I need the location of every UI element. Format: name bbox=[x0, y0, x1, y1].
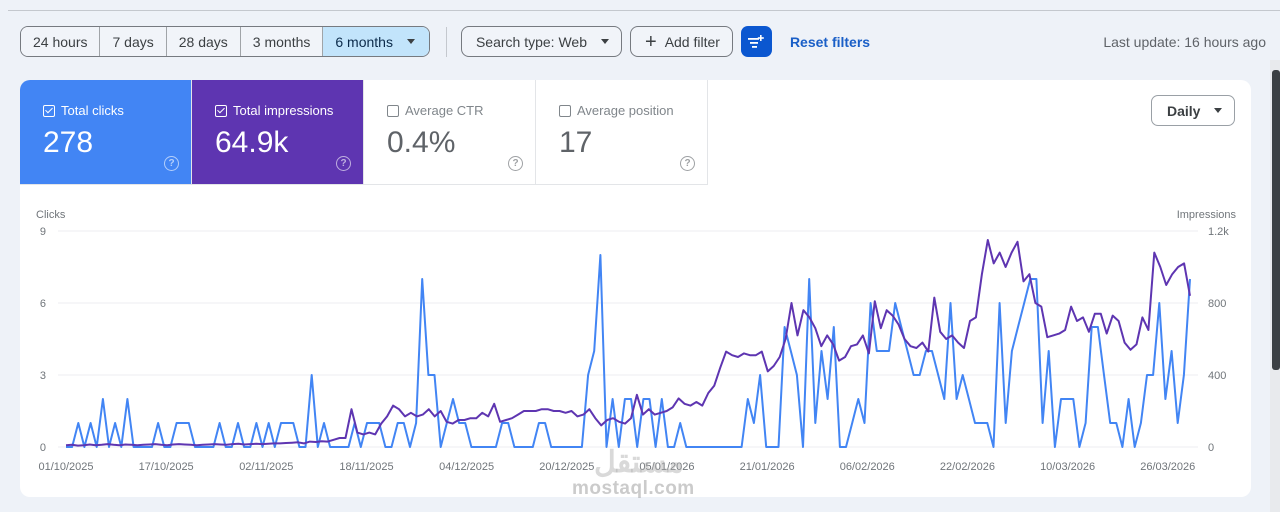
checkbox-checked-icon[interactable] bbox=[215, 104, 227, 117]
metric-tiles: Total clicks 278 ? Total impressions 64.… bbox=[20, 80, 1251, 185]
reset-filters-link[interactable]: Reset filters bbox=[789, 33, 871, 50]
metric-total-clicks[interactable]: Total clicks 278 ? bbox=[20, 80, 192, 185]
date-range-label: 28 days bbox=[178, 33, 228, 50]
metric-total-impressions[interactable]: Total impressions 64.9k ? bbox=[192, 80, 364, 185]
search-type-label: Search type: Web bbox=[475, 33, 587, 50]
metric-label: Total clicks bbox=[61, 103, 124, 118]
watermark-arabic: مستقل bbox=[594, 446, 684, 479]
granularity-dropdown[interactable]: Daily bbox=[1151, 95, 1235, 126]
metric-label: Total impressions bbox=[233, 103, 334, 118]
metric-average-position[interactable]: Average position 17 ? bbox=[536, 80, 708, 185]
filter-settings-button[interactable] bbox=[740, 26, 772, 57]
metric-value: 0.4% bbox=[387, 126, 456, 159]
scrollbar-thumb[interactable] bbox=[1272, 70, 1280, 370]
date-range-label: 24 hours bbox=[33, 33, 88, 50]
chevron-down-icon bbox=[601, 39, 609, 44]
date-range-28-days[interactable]: 28 days bbox=[166, 27, 241, 56]
plus-icon: + bbox=[645, 30, 657, 53]
chevron-down-icon bbox=[1214, 108, 1223, 113]
metric-value: 278 bbox=[43, 126, 94, 159]
search-type-dropdown[interactable]: Search type: Web bbox=[460, 26, 622, 57]
date-range-6-months[interactable]: 6 months bbox=[323, 27, 429, 56]
filter-list-icon bbox=[748, 34, 765, 48]
date-range-3-months[interactable]: 3 months bbox=[240, 27, 324, 56]
metric-label: Average position bbox=[577, 103, 674, 118]
last-update-text: Last update: 16 hours ago bbox=[1103, 33, 1266, 50]
date-range-24-hours[interactable]: 24 hours bbox=[21, 27, 101, 56]
date-range-label: 7 days bbox=[112, 33, 154, 50]
help-icon[interactable]: ? bbox=[336, 156, 351, 171]
help-icon[interactable]: ? bbox=[508, 156, 523, 171]
top-divider bbox=[8, 10, 1280, 11]
add-filter-label: Add filter bbox=[664, 33, 720, 50]
watermark: mostaql.com bbox=[572, 478, 695, 499]
performance-card: Total clicks 278 ? Total impressions 64.… bbox=[20, 80, 1251, 497]
add-filter-button[interactable]: + Add filter bbox=[630, 26, 733, 57]
date-range-7-days[interactable]: 7 days bbox=[100, 27, 167, 56]
granularity-label: Daily bbox=[1167, 102, 1201, 119]
date-range-label: 3 months bbox=[252, 33, 311, 50]
filter-toolbar: 24 hours 7 days 28 days 3 months 6 month… bbox=[20, 26, 1268, 57]
date-range-label: 6 months bbox=[335, 33, 393, 50]
chevron-down-icon bbox=[406, 39, 415, 44]
checkbox-checked-icon[interactable] bbox=[43, 104, 55, 117]
checkbox-unchecked-icon[interactable] bbox=[387, 104, 399, 117]
help-icon[interactable]: ? bbox=[164, 156, 179, 171]
checkbox-unchecked-icon[interactable] bbox=[559, 104, 571, 117]
date-range-selector: 24 hours 7 days 28 days 3 months 6 month… bbox=[20, 26, 430, 57]
metric-value: 17 bbox=[559, 126, 593, 159]
help-icon[interactable]: ? bbox=[680, 156, 695, 171]
metric-label: Average CTR bbox=[405, 103, 484, 118]
metric-value: 64.9k bbox=[215, 126, 289, 159]
metric-average-ctr[interactable]: Average CTR 0.4% ? bbox=[364, 80, 536, 185]
toolbar-divider bbox=[445, 26, 447, 57]
